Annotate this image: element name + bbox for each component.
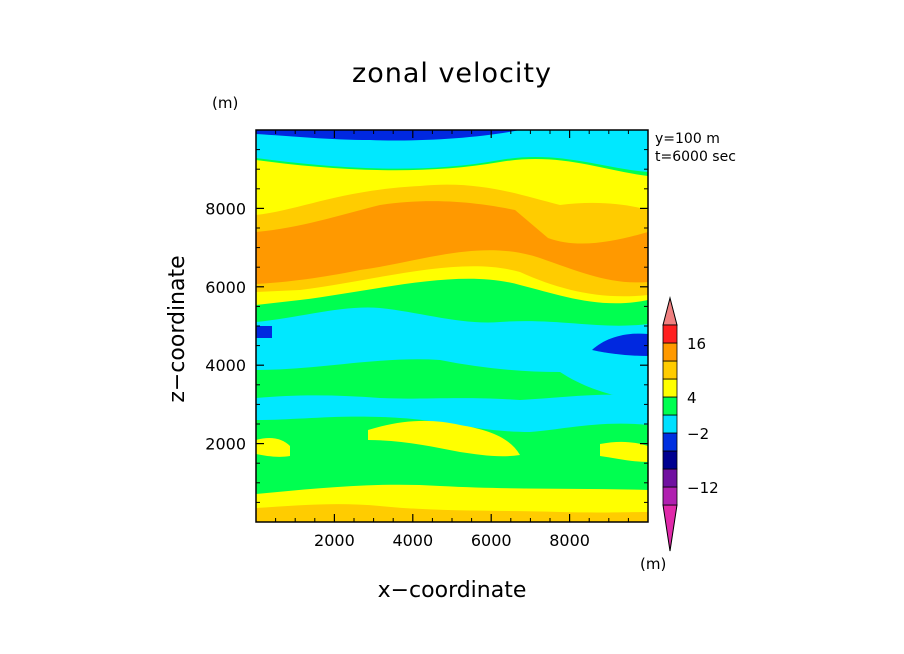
contour-field (256, 130, 648, 522)
chart-title: zonal velocity (352, 58, 552, 89)
colorbar-unit-label: (m) (640, 555, 667, 573)
band-yellow-left (256, 438, 290, 457)
colorbar: −12 −2 4 16 (662, 296, 719, 552)
band-blue-left (256, 326, 272, 338)
y-tick-label: 4000 (205, 356, 246, 375)
colorbar-extend-low (662, 504, 678, 552)
colorbar-tick-label: 16 (687, 335, 706, 353)
band-blue-top (256, 130, 520, 141)
y-tick-label: 6000 (205, 278, 246, 297)
axis-ticks: 2000 4000 6000 8000 2000 4000 6000 8000 (205, 130, 648, 550)
x-tick-label: 4000 (392, 531, 433, 550)
colorbar-tick-label: −2 (687, 425, 709, 443)
band-cyan-top (256, 130, 648, 172)
annotation-time: t=6000 sec (655, 149, 736, 165)
x-tick-label: 2000 (314, 531, 355, 550)
colorbar-bin (662, 342, 678, 362)
colorbar-bin (662, 324, 678, 344)
colorbar-bin (662, 378, 678, 398)
band-yellow-right (600, 441, 648, 462)
band-cyan-low (256, 394, 648, 432)
band-orange (256, 201, 648, 284)
x-tick-label: 6000 (471, 531, 512, 550)
x-tick-label: 8000 (549, 531, 590, 550)
colorbar-bin (662, 360, 678, 380)
annotation-y: y=100 m (655, 131, 720, 147)
colorbar-bin (662, 414, 678, 434)
colorbar-bin (662, 468, 678, 488)
band-blue-right (592, 333, 648, 356)
colorbar-bin (662, 486, 678, 506)
colorbar-bin (662, 450, 678, 470)
y-tick-label: 8000 (205, 199, 246, 218)
band-yellow-low-mid (368, 420, 520, 457)
colorbar-bin (662, 396, 678, 416)
colorbar-tick-label: −12 (687, 479, 719, 497)
colorbar-tick-label: 4 (687, 389, 697, 407)
band-gold-bottom (256, 504, 648, 522)
y-unit-label: (m) (212, 94, 239, 112)
band-cyan-mid (256, 307, 648, 400)
x-axis-label: x−coordinate (377, 578, 527, 603)
colorbar-bin (662, 432, 678, 452)
colorbar-extend-high (662, 296, 678, 326)
y-tick-label: 2000 (205, 435, 246, 454)
